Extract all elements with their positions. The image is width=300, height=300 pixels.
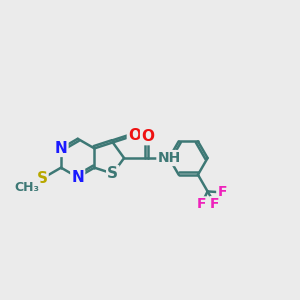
Text: CH₃: CH₃ <box>14 181 40 194</box>
Text: O: O <box>128 128 141 143</box>
Text: NH: NH <box>158 151 181 165</box>
Text: S: S <box>107 166 118 181</box>
Text: F: F <box>196 197 206 212</box>
Text: O: O <box>141 129 154 144</box>
Text: F: F <box>210 197 220 211</box>
Text: F: F <box>217 185 227 199</box>
Text: N: N <box>55 141 68 156</box>
Text: N: N <box>71 170 84 185</box>
Text: S: S <box>37 171 47 186</box>
